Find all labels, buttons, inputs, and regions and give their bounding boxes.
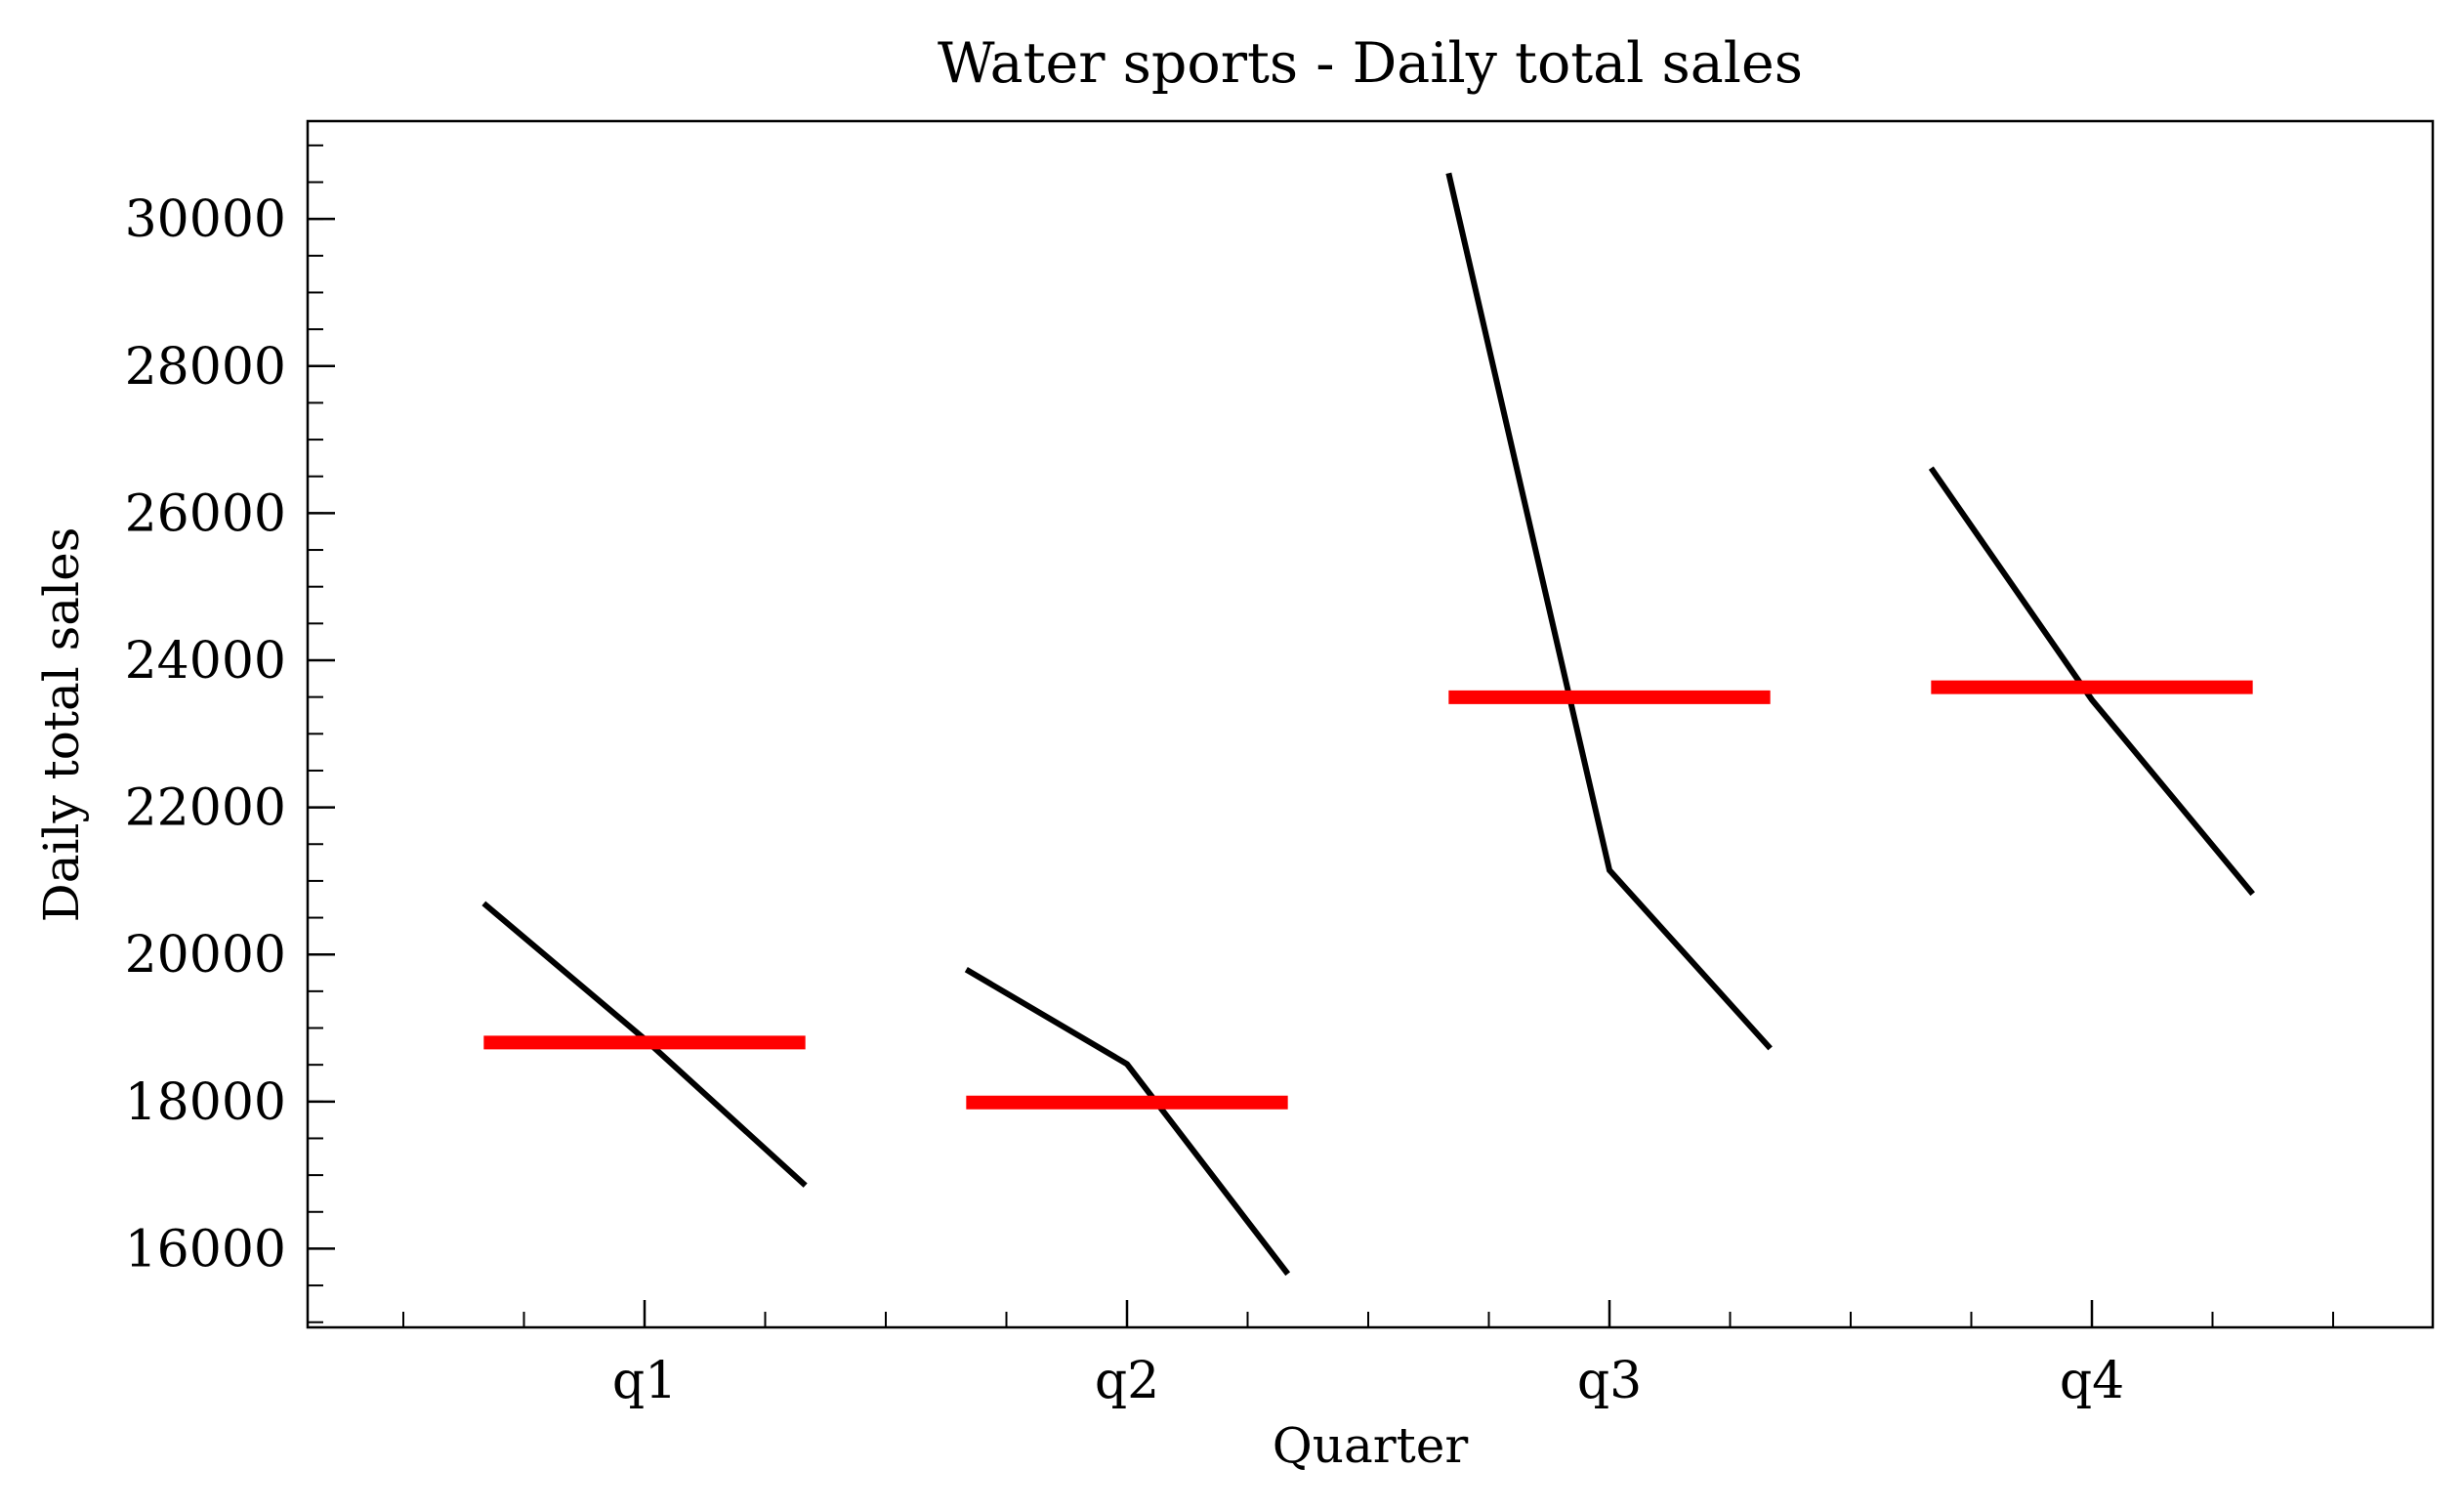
x-tick-label: q1 (612, 1352, 677, 1410)
y-tick-label: 24000 (125, 632, 286, 691)
chart-title: Water sports - Daily total sales (938, 31, 1803, 96)
y-tick-label: 28000 (125, 338, 286, 397)
y-tick-label: 18000 (125, 1073, 286, 1132)
y-axis-label: Daily total sales (33, 527, 90, 923)
y-tick-label: 26000 (125, 484, 286, 543)
x-axis-label: Quarter (1273, 1417, 1469, 1474)
subseries-line (964, 967, 1291, 1277)
x-tick-label: q4 (2060, 1352, 2124, 1410)
subseries-line (1928, 466, 2255, 897)
y-tick-label: 30000 (125, 190, 286, 249)
y-tick-label: 22000 (125, 779, 286, 838)
plot-frame (306, 119, 2435, 1329)
x-tick-label: q3 (1577, 1352, 1642, 1410)
x-tick-label: q2 (1095, 1352, 1159, 1410)
y-tick-label: 20000 (125, 926, 286, 985)
subseries-line (1445, 172, 1773, 1051)
y-tick-label: 16000 (125, 1220, 286, 1279)
